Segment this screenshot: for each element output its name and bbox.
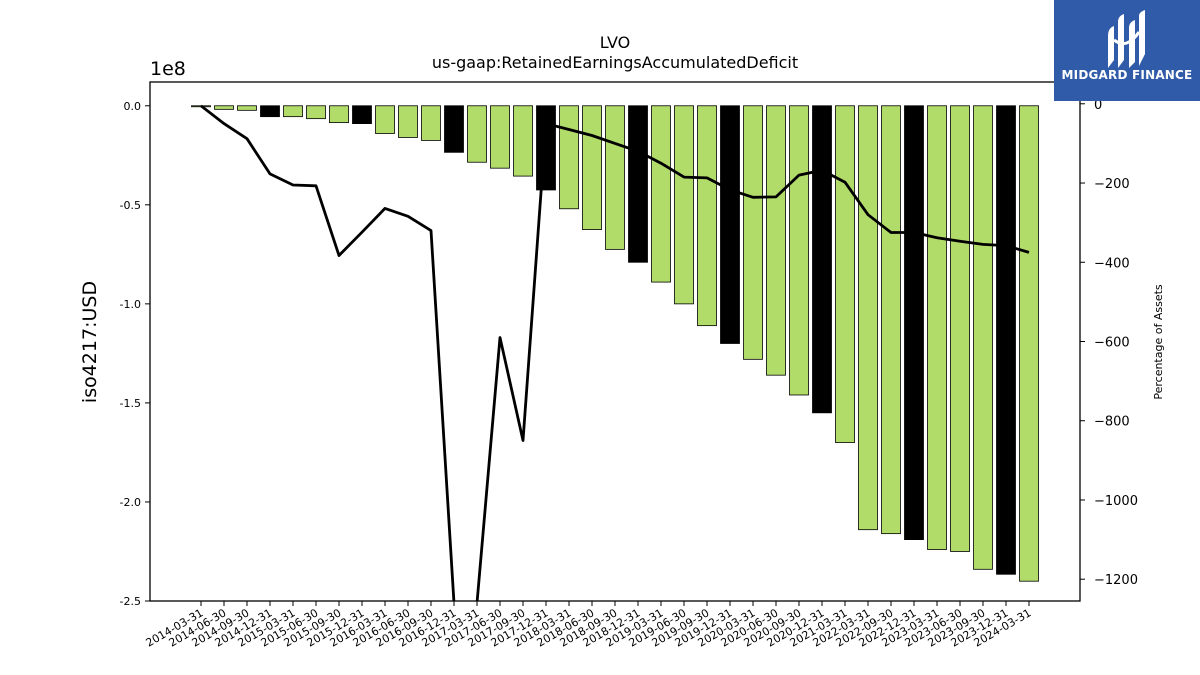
bar-2020-06-30 xyxy=(766,105,786,376)
y2-tick-label: −200 xyxy=(1094,177,1130,192)
bar-2017-09-30 xyxy=(513,105,533,177)
bar-2024-03-31 xyxy=(1019,105,1039,582)
midgard-finance-logo: MIDGARD FINANCE xyxy=(1054,0,1200,101)
y-tick-label: -2.0 xyxy=(120,496,141,509)
bar-2016-06-30 xyxy=(398,105,418,138)
y-axis-ticks: 0.0 -0.5 -1.0 -1.5 -2.0 -2.5 xyxy=(120,100,150,608)
bar-2020-12-31 xyxy=(812,105,832,414)
y-tick-label: -2.5 xyxy=(120,595,141,608)
y-axis-label: iso4217:USD xyxy=(79,281,101,403)
bar-2020-03-31 xyxy=(743,105,763,360)
percentage-line xyxy=(200,104,1030,601)
bar-2016-03-31 xyxy=(375,105,395,134)
bar-2017-12-31 xyxy=(536,105,556,191)
bar-2023-03-31 xyxy=(927,105,947,550)
bar-2014-06-30 xyxy=(214,105,234,110)
y2-tick-label: −1000 xyxy=(1094,494,1138,509)
chart-title: LVO xyxy=(600,33,630,52)
bar-2018-03-31 xyxy=(559,105,579,210)
bar-2022-09-30 xyxy=(881,105,901,535)
y-offset-label: 1e8 xyxy=(150,58,186,80)
bar-2018-12-31 xyxy=(628,105,648,263)
bar-2021-03-31 xyxy=(835,105,855,443)
bar-2016-09-30 xyxy=(421,105,441,141)
bar-2017-06-30 xyxy=(490,105,510,169)
bar-series xyxy=(191,105,1039,582)
y-tick-label: -0.5 xyxy=(120,199,141,212)
y2-tick-label: −600 xyxy=(1094,336,1130,351)
bar-2022-03-31 xyxy=(858,105,878,531)
bar-2015-12-31 xyxy=(352,105,372,124)
plot-titles: LVO us-gaap:RetainedEarningsAccumulatedD… xyxy=(79,33,1165,403)
y-tick-label: -1.0 xyxy=(120,298,141,311)
bar-2015-03-31 xyxy=(283,105,303,118)
y2-axis-label: Percentage of Assets xyxy=(1152,284,1165,400)
y2-tick-label: 0 xyxy=(1094,98,1102,113)
y2-tick-label: −400 xyxy=(1094,256,1130,271)
x-axis-ticks: 2014-03-312014-06-302014-09-302014-12-31… xyxy=(144,601,1034,650)
bar-2022-12-31 xyxy=(904,105,924,540)
bar-2018-09-30 xyxy=(605,105,625,250)
bar-2019-12-31 xyxy=(720,105,740,344)
y2-axis-ticks: 0 −200 −400 −600 −800 −1000 −1200 xyxy=(1080,98,1138,588)
bar-2019-09-30 xyxy=(697,105,717,327)
bar-2019-03-31 xyxy=(651,105,671,283)
bar-2014-12-31 xyxy=(260,105,280,118)
bar-2015-09-30 xyxy=(329,105,349,124)
line-series xyxy=(200,104,1030,601)
logo-wordmark: MIDGARD FINANCE xyxy=(1061,68,1193,82)
bar-2017-03-31 xyxy=(467,105,487,163)
bar-2023-12-31 xyxy=(996,105,1016,575)
bar-2020-09-30 xyxy=(789,105,809,396)
y2-tick-label: −800 xyxy=(1094,415,1130,430)
y-tick-label: 0.0 xyxy=(124,100,142,113)
bar-2019-06-30 xyxy=(674,105,694,305)
y2-tick-label: −1200 xyxy=(1094,573,1138,588)
bar-2023-09-30 xyxy=(973,105,993,570)
y-tick-label: -1.5 xyxy=(120,397,141,410)
bar-2018-06-30 xyxy=(582,105,602,230)
m-logo-icon xyxy=(1108,10,1145,68)
chart-subtitle: us-gaap:RetainedEarningsAccumulatedDefic… xyxy=(432,53,798,72)
bar-2014-09-30 xyxy=(237,105,257,111)
bar-2016-12-31 xyxy=(444,105,464,153)
bar-2015-06-30 xyxy=(306,105,326,120)
bar-2023-06-30 xyxy=(950,105,970,552)
